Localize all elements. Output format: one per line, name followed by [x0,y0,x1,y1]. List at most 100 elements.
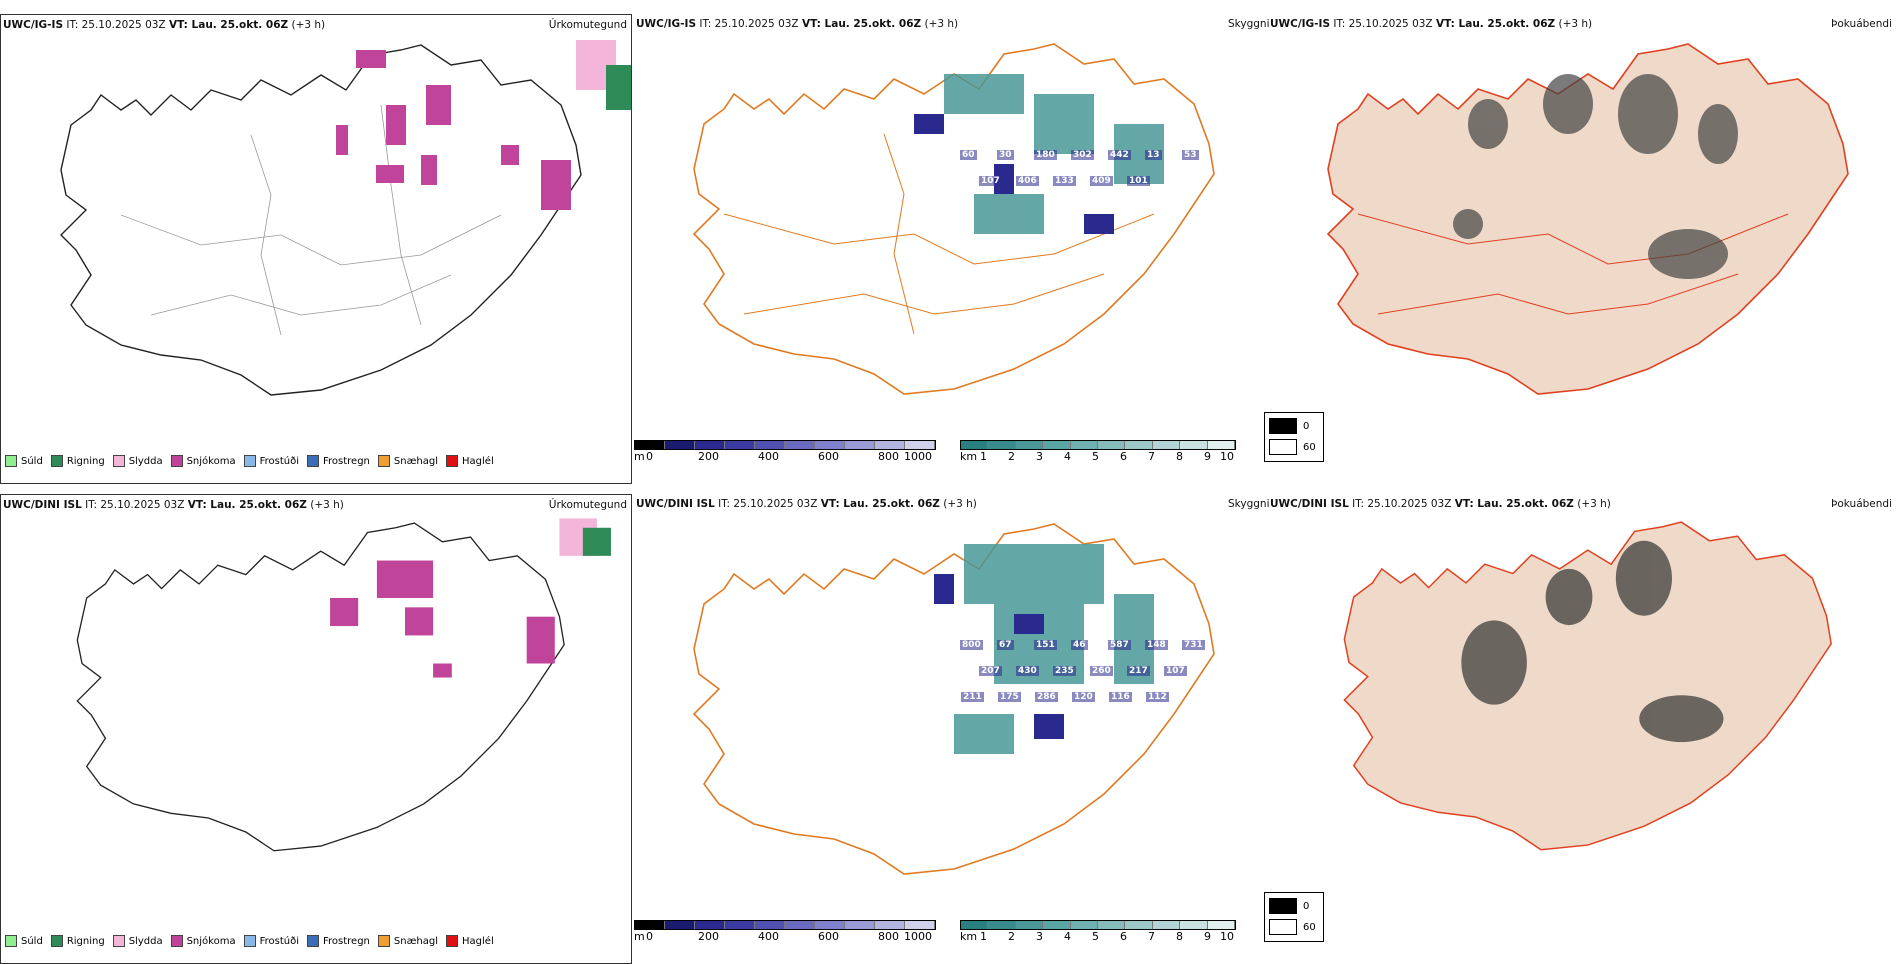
visibility-value-label: 235 [1053,666,1076,676]
legend-item-rigning: Rigning [50,935,105,947]
offset: (+3 h) [924,18,959,30]
visibility-value-label: 211 [961,692,984,702]
visibility-value-label: 101 [1127,176,1150,186]
model-name: UWC/IG-IS [636,18,697,30]
visibility-value-label: 107 [979,176,1002,186]
visibility-scale-km: km 1 2 3 4 5 6 7 8 9 10 [960,920,1236,943]
scale-unit-km: km [960,450,978,463]
it-label: IT: [1333,18,1346,30]
panel-header: UWC/IG-IS IT: 25.10.2025 03Z VT: Lau. 25… [1270,18,1592,30]
visibility-value-label: 120 [1072,692,1095,702]
it-value: 25.10.2025 03Z [1348,18,1433,30]
panel-header: UWC/IG-IS IT: 25.10.2025 03Z VT: Lau. 25… [636,18,958,30]
visibility-value-label: 53 [1182,150,1199,160]
it-value: 25.10.2025 03Z [100,499,185,511]
it-value: 25.10.2025 03Z [1367,498,1452,510]
it-label: IT: [699,18,712,30]
visibility-value-label: 148 [1145,640,1168,650]
it-label: IT: [66,19,79,31]
iceland-map-visibility-row1 [692,43,1215,395]
it-label: IT: [1352,498,1365,510]
visibility-value-label: 180 [1034,150,1057,160]
model-name: UWC/DINI ISL [636,498,715,510]
it-value: 25.10.2025 03Z [714,18,799,30]
offset: (+3 h) [1577,498,1611,510]
panel-title: Úrkomutegund [548,19,627,31]
model-name: UWC/DINI ISL [3,499,82,511]
precip-type-panel-row2: UWC/DINI ISL IT: 25.10.2025 03Z VT: Lau.… [0,494,632,964]
precip-type-panel-row1: UWC/IG-IS IT: 25.10.2025 03Z VT: Lau. 25… [0,14,632,484]
fog-panel-row1: UWC/IG-IS IT: 25.10.2025 03Z VT: Lau. 25… [1268,14,1900,484]
legend-item-slydda: Slydda [112,935,163,947]
vt-value: VT: Lau. 25.okt. 06Z [168,19,289,31]
vt-value: VT: Lau. 25.okt. 06Z [1454,498,1574,510]
visibility-value-label: 207 [979,666,1002,676]
it-value: 25.10.2025 03Z [733,498,818,510]
legend-item-frostregn: Frostregn [307,455,370,467]
panel-header: UWC/DINI ISL IT: 25.10.2025 03Z VT: Lau.… [3,499,344,511]
scale-unit-m: m [634,450,645,463]
legend-item-sudd: Súld [5,935,43,947]
offset: (+3 h) [310,499,344,511]
visibility-value-label: 442 [1108,150,1131,160]
model-name: UWC/DINI ISL [1270,498,1349,510]
legend-item-frostudi: Frostúði [243,935,299,947]
visibility-value-label: 60 [960,150,977,160]
it-label: IT: [718,498,731,510]
offset: (+3 h) [1558,18,1593,30]
iceland-map-visibility-row2 [692,523,1215,875]
panel-title: Þokuábendi [1831,18,1892,30]
iceland-map-precip-row1 [60,40,631,396]
visibility-value-label: 107 [1164,666,1187,676]
panel-header: UWC/DINI ISL IT: 25.10.2025 03Z VT: Lau.… [1270,498,1611,510]
visibility-panel-row1: UWC/IG-IS IT: 25.10.2025 03Z VT: Lau. 25… [634,14,1270,484]
visibility-value-label: 112 [1146,692,1169,702]
legend-item-sudd: Súld [5,455,43,467]
visibility-value-label: 30 [997,150,1014,160]
visibility-value-label: 67 [997,640,1014,650]
visibility-panel-row2: UWC/DINI ISL IT: 25.10.2025 03Z VT: Lau.… [634,494,1270,964]
visibility-value-label: 286 [1035,692,1058,702]
iceland-map-fog-row1 [1326,43,1849,395]
model-name: UWC/IG-IS [1270,18,1331,30]
visibility-value-label: 409 [1090,176,1113,186]
it-label: IT: [85,499,98,511]
legend-item-snjokoma: Snjókoma [170,935,236,947]
scale-unit-m: m [634,930,645,943]
vt-value: VT: Lau. 25.okt. 06Z [820,498,940,510]
vt-value: VT: Lau. 25.okt. 06Z [801,18,922,30]
legend-item-slydda: Slydda [112,455,163,467]
visibility-value-label: 116 [1109,692,1132,702]
iceland-map-fog-row2 [1343,521,1832,851]
fog-legend-row2: 0 60 [1264,892,1324,942]
scale-bar-km [960,920,1236,930]
visibility-value-label: 302 [1071,150,1094,160]
vt-value: VT: Lau. 25.okt. 06Z [1435,18,1556,30]
legend-item-rigning: Rigning [50,455,105,467]
visibility-value-label: 406 [1016,176,1039,186]
visibility-value-label: 13 [1145,150,1162,160]
visibility-value-label: 260 [1090,666,1113,676]
iceland-map-precip-row2 [76,518,611,852]
scale-bar-m [634,440,936,450]
precip-legend: Súld Rigning Slydda Snjókoma Frostúði Fr… [5,455,494,467]
panel-header: UWC/DINI ISL IT: 25.10.2025 03Z VT: Lau.… [636,498,977,510]
legend-item-haglel: Haglél [446,455,494,467]
visibility-scale-m: m 0 200 400 600 800 1000 [634,440,936,463]
panel-title: Skyggni [1228,18,1270,30]
precip-legend: Súld Rigning Slydda Snjókoma Frostúði Fr… [5,935,494,947]
visibility-scale-m: m 0 200 400 600 800 1000 [634,920,936,943]
panel-title: Úrkomutegund [548,499,627,511]
legend-item-haglel: Haglél [446,935,494,947]
fog-legend-row1: 0 60 [1264,412,1324,462]
fog-panel-row2: UWC/DINI ISL IT: 25.10.2025 03Z VT: Lau.… [1268,494,1900,964]
scale-unit-km: km [960,930,978,943]
legend-item-snaehagl: Snæhagl [377,455,438,467]
visibility-value-label: 430 [1016,666,1039,676]
offset: (+3 h) [291,19,326,31]
panel-title: Þokuábendi [1831,498,1892,510]
iceland-outline [60,44,582,396]
scale-bar-m [634,920,936,930]
legend-item-snaehagl: Snæhagl [377,935,438,947]
legend-item-snjokoma: Snjókoma [170,455,236,467]
